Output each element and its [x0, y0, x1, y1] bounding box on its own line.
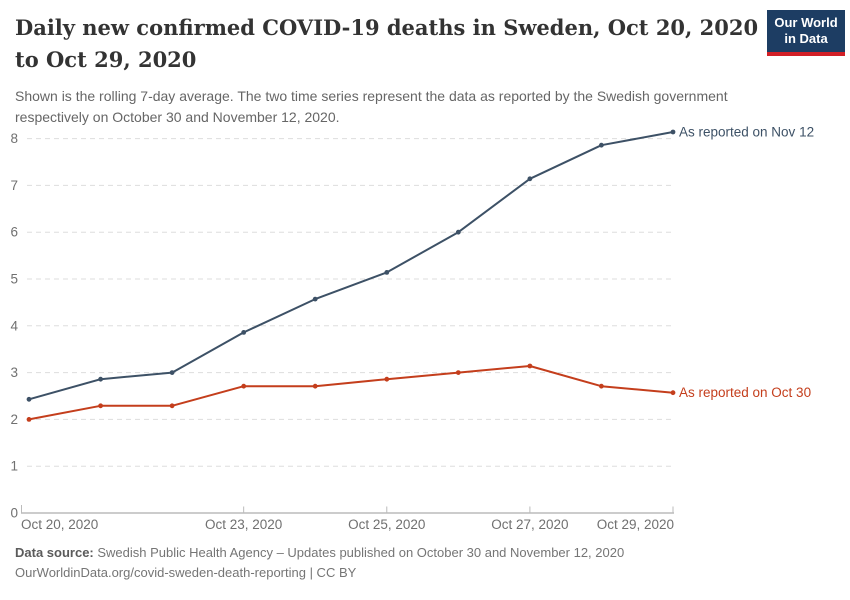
- owid-logo-box: Our World in Data: [767, 10, 845, 52]
- data-point: [599, 383, 604, 389]
- series-end-label: As reported on Nov 12: [679, 125, 814, 140]
- data-point: [527, 176, 533, 182]
- series-line-1: [28, 365, 674, 421]
- x-tick-label: Oct 25, 2020: [348, 517, 425, 532]
- data-source-line: Data source: Swedish Public Health Agenc…: [15, 543, 624, 563]
- data-source-text: Swedish Public Health Agency – Updates p…: [93, 545, 625, 560]
- data-point: [312, 383, 318, 389]
- y-tick-label: 1: [10, 459, 18, 474]
- y-tick-label: 7: [10, 178, 18, 193]
- y-tick-label: 2: [10, 412, 18, 427]
- data-point: [26, 417, 32, 422]
- data-point: [455, 370, 461, 375]
- data-point: [169, 403, 175, 409]
- data-point: [670, 129, 676, 135]
- series-end-label: As reported on Oct 30: [679, 385, 811, 400]
- data-source-label: Data source:: [15, 545, 94, 560]
- owid-logo-line2: in Data: [784, 31, 828, 47]
- data-point: [241, 383, 247, 389]
- y-tick-label: 6: [10, 225, 18, 240]
- data-point: [26, 396, 32, 402]
- owid-logo-accent-bar: [767, 51, 845, 56]
- data-point: [455, 229, 461, 235]
- series-line-0: [28, 131, 674, 401]
- chart-subtitle: Shown is the rolling 7-day average. The …: [15, 87, 728, 125]
- data-point: [312, 296, 318, 302]
- data-point: [599, 142, 604, 148]
- data-point: [384, 270, 390, 275]
- chart-footer: Data source: Swedish Public Health Agenc…: [15, 543, 624, 583]
- data-point: [670, 390, 676, 396]
- y-tick-label: 0: [10, 506, 18, 521]
- y-tick-label: 3: [10, 365, 18, 380]
- chart-title: Daily new confirmed COVID-19 deaths in S…: [15, 15, 759, 72]
- x-tick-label: Oct 20, 2020: [21, 517, 98, 532]
- data-point: [384, 376, 390, 382]
- data-point: [98, 376, 103, 382]
- license-line: OurWorldinData.org/covid-sweden-death-re…: [15, 565, 357, 581]
- data-point: [241, 330, 247, 335]
- data-point: [169, 370, 175, 375]
- x-tick-label: Oct 27, 2020: [491, 517, 568, 532]
- data-point: [527, 363, 533, 369]
- y-tick-label: 4: [10, 318, 18, 333]
- x-tick-label: Oct 23, 2020: [205, 517, 282, 532]
- owid-logo-line1: Our World: [774, 15, 838, 30]
- x-tick-label: Oct 29, 2020: [597, 517, 674, 532]
- chart-header: Daily new confirmed COVID-19 deaths in S…: [15, 12, 765, 128]
- owid-logo[interactable]: Our World in Data: [767, 10, 845, 56]
- data-point: [98, 403, 103, 409]
- y-tick-label: 8: [10, 131, 18, 146]
- y-tick-label: 5: [10, 272, 18, 287]
